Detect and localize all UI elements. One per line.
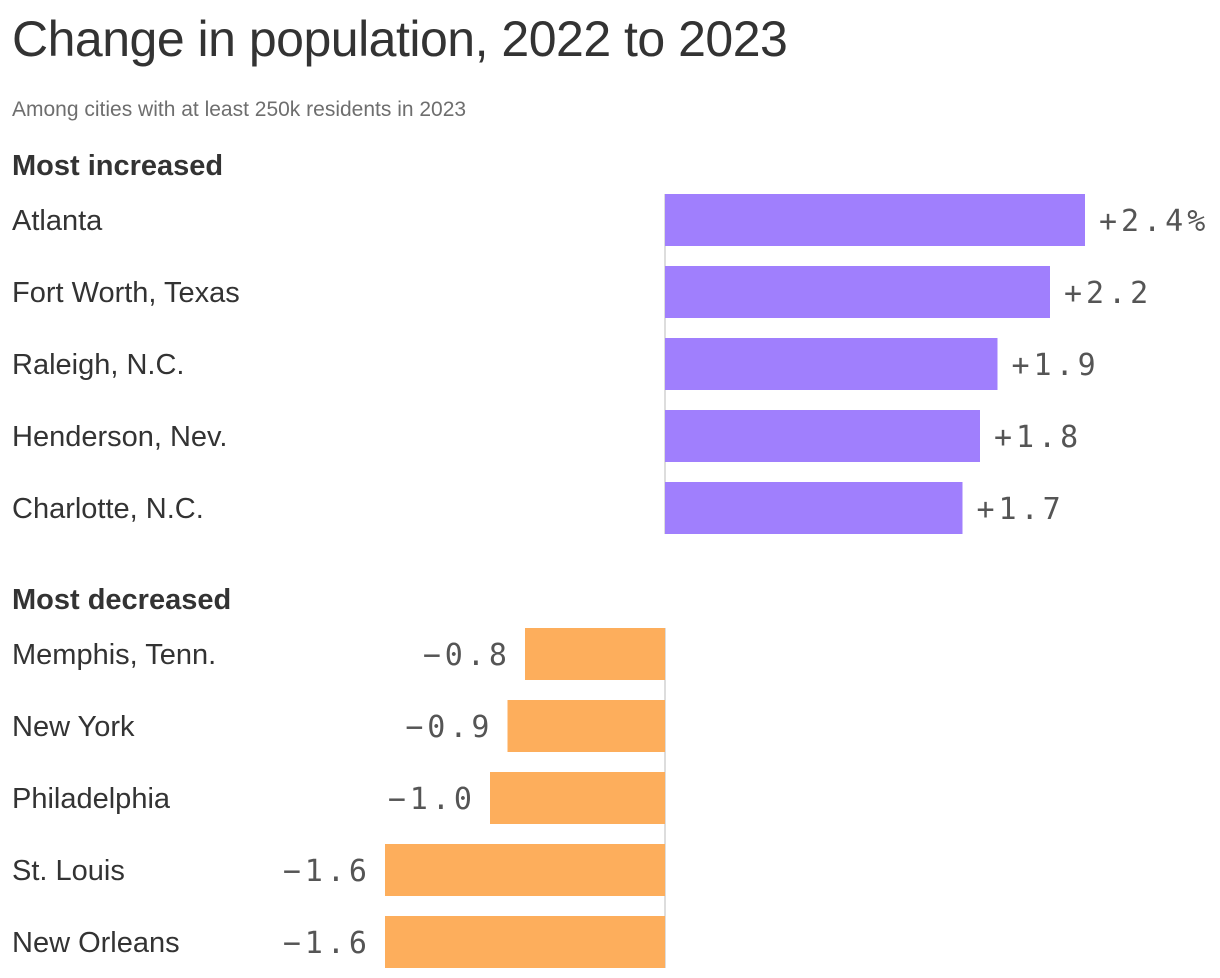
bar-raleigh-n-c — [665, 338, 998, 390]
value-label: +2.2 — [1064, 276, 1152, 311]
category-label: Fort Worth, Texas — [12, 277, 240, 309]
category-label: Charlotte, N.C. — [12, 493, 204, 525]
value-label: −0.9 — [405, 710, 493, 745]
bar-memphis-tenn — [525, 628, 665, 680]
section-label: Most decreased — [12, 584, 231, 616]
category-label: New Orleans — [12, 927, 180, 959]
value-label: −1.0 — [388, 782, 476, 817]
value-label: +1.9 — [1012, 348, 1100, 383]
value-label: −1.6 — [283, 854, 371, 889]
bar-new-orleans — [385, 916, 665, 968]
value-label: −0.8 — [423, 638, 511, 673]
category-label: Raleigh, N.C. — [12, 349, 184, 381]
bar-atlanta — [665, 194, 1085, 246]
value-label: −1.6 — [283, 926, 371, 961]
bar-fort-worth-texas — [665, 266, 1050, 318]
category-label: Henderson, Nev. — [12, 421, 227, 453]
value-label: +2.4% — [1099, 204, 1209, 239]
value-label: +1.7 — [977, 492, 1065, 527]
value-label: +1.8 — [994, 420, 1082, 455]
chart-title: Change in population, 2022 to 2023 — [12, 11, 788, 67]
category-label: St. Louis — [12, 855, 125, 887]
category-label: New York — [12, 711, 135, 743]
bar-new-york — [507, 700, 665, 752]
category-label: Memphis, Tenn. — [12, 639, 216, 671]
category-label: Philadelphia — [12, 783, 171, 815]
chart-subtitle: Among cities with at least 250k resident… — [12, 98, 467, 121]
bar-philadelphia — [490, 772, 665, 824]
bar-charlotte-n-c — [665, 482, 963, 534]
bar-st-louis — [385, 844, 665, 896]
section-label: Most increased — [12, 150, 223, 182]
bar-henderson-nev — [665, 410, 980, 462]
category-label: Atlanta — [12, 205, 103, 237]
